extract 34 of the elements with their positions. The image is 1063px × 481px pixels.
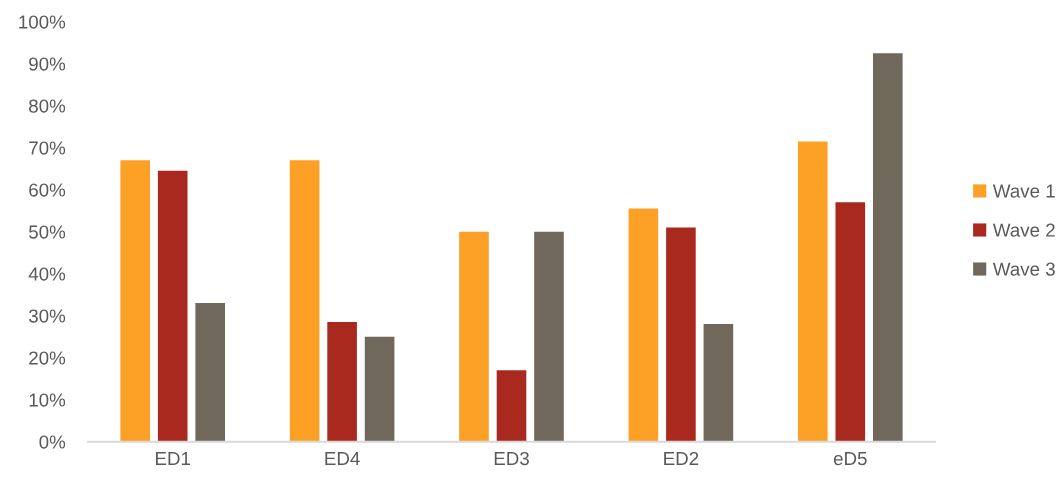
legend-label: Wave 3 (992, 262, 1055, 276)
y-tick-label: 90% (29, 57, 66, 71)
x-tick-label: eD5 (833, 452, 867, 466)
y-tick-label: 50% (29, 225, 66, 239)
x-tick-label: ED2 (664, 451, 699, 466)
x-tick-label: ED3 (494, 451, 529, 466)
y-tick-label: 20% (29, 351, 66, 365)
y-tick-label: 80% (29, 99, 66, 113)
bar (289, 160, 320, 442)
bar (798, 141, 828, 442)
legend-label: Wave 1 (992, 184, 1055, 198)
bar (872, 53, 903, 442)
x-tick-label: ED4 (325, 452, 360, 466)
y-tick-label: 60% (29, 183, 66, 197)
legend-label: Wave 2 (992, 223, 1055, 237)
bar (666, 227, 696, 442)
bar (628, 208, 659, 442)
bar (157, 170, 188, 442)
y-tick-label: 30% (28, 309, 66, 323)
bar (364, 336, 395, 442)
bar (835, 202, 866, 442)
x-tick-label: ED1 (156, 452, 191, 466)
y-tick-label: 70% (29, 141, 66, 155)
bar (703, 324, 734, 442)
bar (195, 303, 225, 442)
bar (496, 370, 527, 442)
bar (459, 231, 489, 442)
y-tick-label: 40% (28, 267, 66, 281)
bar (327, 322, 357, 442)
y-tick-label: 10% (29, 393, 66, 407)
bar (534, 231, 564, 442)
y-tick-label: 100% (19, 15, 66, 29)
y-tick-label: 0% (39, 435, 66, 449)
bar (120, 160, 151, 442)
